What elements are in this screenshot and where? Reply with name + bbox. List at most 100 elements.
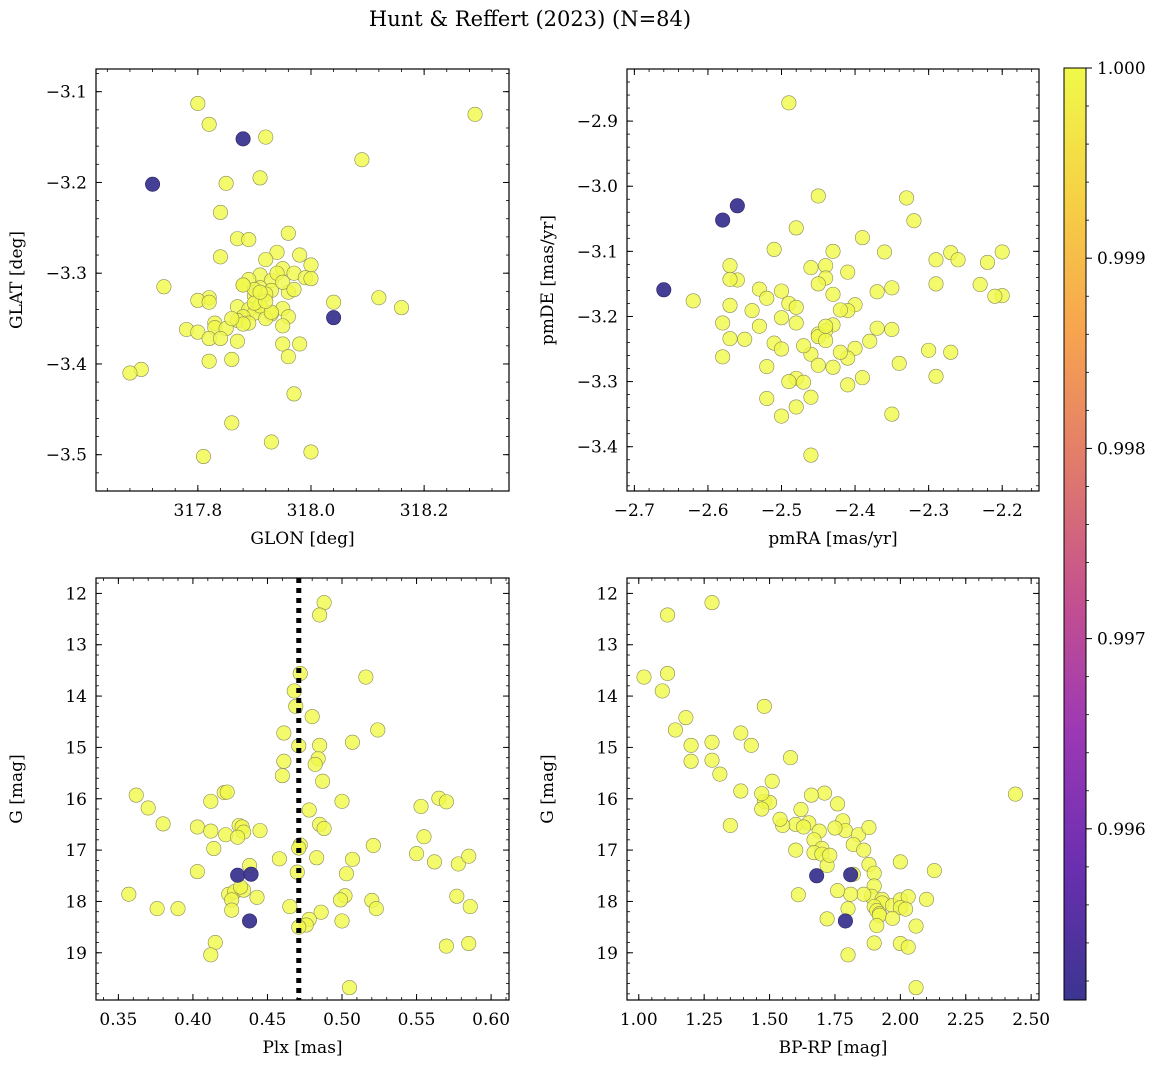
y-tick-label: 17 bbox=[596, 841, 618, 861]
y-axis-label: GLAT [deg] bbox=[7, 231, 27, 329]
data-point-member bbox=[803, 447, 819, 463]
data-point-member bbox=[840, 947, 856, 963]
data-point-member bbox=[286, 282, 302, 298]
data-point-member bbox=[122, 365, 138, 381]
x-tick-label: 1.50 bbox=[751, 1010, 789, 1030]
figure-title: Hunt & Reffert (2023) (N=84) bbox=[369, 7, 691, 31]
data-point-member bbox=[313, 904, 329, 920]
data-point-member bbox=[280, 349, 296, 365]
data-point-member bbox=[790, 887, 806, 903]
x-tick-label: 0.40 bbox=[174, 1010, 212, 1030]
data-point-member bbox=[212, 331, 228, 347]
data-point-member bbox=[987, 288, 1003, 304]
data-point-member bbox=[636, 669, 652, 685]
y-tick-label: 18 bbox=[65, 892, 87, 912]
data-point-member bbox=[781, 374, 797, 390]
data-point-member bbox=[258, 129, 274, 145]
data-point-member bbox=[218, 175, 234, 191]
colorbar-tick-label: 0.997 bbox=[1097, 630, 1146, 650]
data-point-low bbox=[809, 868, 825, 884]
data-point-member bbox=[856, 842, 872, 858]
data-point-member bbox=[876, 244, 892, 260]
data-point-member bbox=[722, 331, 738, 347]
plot-area bbox=[121, 595, 478, 996]
data-point-member bbox=[840, 901, 856, 917]
data-point-member bbox=[764, 773, 780, 789]
data-point-member bbox=[759, 290, 775, 306]
data-point-member bbox=[224, 311, 240, 327]
data-point-member bbox=[140, 800, 156, 816]
data-point-member bbox=[189, 819, 205, 835]
data-point-member bbox=[840, 377, 856, 393]
data-point-member bbox=[235, 277, 251, 293]
data-point-member bbox=[772, 811, 788, 827]
data-point-member bbox=[282, 899, 298, 915]
panel-parallax-magnitude: 0.35 0.40 0.45 0.50 0.55 0.60 12 13 14 15 16 17 18 19… bbox=[7, 577, 510, 1058]
data-point-member bbox=[796, 374, 812, 390]
plot-area bbox=[636, 595, 1023, 996]
data-point-member bbox=[900, 939, 916, 955]
data-point-low bbox=[729, 198, 745, 214]
x-tick-label: 0.50 bbox=[323, 1010, 361, 1030]
panel-proper-motion: −2.7 −2.6 −2.5 −2.4 −2.3 −2.2 −2.9 −3.0 −3.1 −3.2… bbox=[538, 68, 1040, 549]
data-point-member bbox=[1007, 786, 1023, 802]
data-point-member bbox=[271, 851, 287, 867]
data-point-member bbox=[190, 324, 206, 340]
y-tick-label: 14 bbox=[65, 687, 87, 707]
data-point-member bbox=[121, 886, 137, 902]
data-point-member bbox=[921, 342, 937, 358]
data-point-member bbox=[344, 734, 360, 750]
data-point-member bbox=[908, 918, 924, 934]
x-tick-label: −2.2 bbox=[982, 501, 1023, 521]
data-point-member bbox=[832, 302, 848, 318]
x-tick-label: 318.2 bbox=[400, 501, 449, 521]
data-point-member bbox=[230, 829, 246, 845]
data-point-member bbox=[854, 230, 870, 246]
x-tick-label: 0.35 bbox=[99, 1010, 137, 1030]
data-point-member bbox=[803, 260, 819, 276]
y-tick-label: −3.3 bbox=[577, 373, 618, 393]
data-point-member bbox=[303, 257, 319, 273]
data-point-member bbox=[759, 359, 775, 375]
data-point-member bbox=[354, 152, 370, 168]
data-point-member bbox=[413, 798, 429, 814]
data-point-member bbox=[224, 902, 240, 918]
data-point-member bbox=[461, 936, 477, 952]
axes-frame bbox=[95, 68, 510, 492]
data-point-member bbox=[201, 116, 217, 132]
data-point-low bbox=[326, 310, 342, 326]
x-tick-label: −2.5 bbox=[761, 501, 802, 521]
y-tick-label: 12 bbox=[65, 584, 87, 604]
data-point-member bbox=[722, 297, 738, 313]
data-point-member bbox=[919, 891, 935, 907]
y-tick-label: −3.3 bbox=[46, 264, 87, 284]
data-point-member bbox=[803, 389, 819, 405]
data-point-member bbox=[869, 918, 885, 934]
colorbar-tick-label: 0.998 bbox=[1097, 439, 1146, 459]
data-point-member bbox=[737, 331, 753, 347]
data-point-member bbox=[286, 386, 302, 402]
data-point-member bbox=[832, 344, 848, 360]
data-point-member bbox=[788, 220, 804, 236]
data-point-member bbox=[788, 399, 804, 415]
data-point-member bbox=[862, 333, 878, 349]
data-point-member bbox=[338, 866, 354, 882]
panel-color-magnitude: 1.00 1.25 1.50 1.75 2.00 2.25 2.50 12 13 14 15 16 17… bbox=[538, 577, 1050, 1058]
x-tick-label: 1.00 bbox=[620, 1010, 658, 1030]
y-tick-label: −3.2 bbox=[577, 307, 618, 327]
data-point-member bbox=[840, 264, 856, 280]
data-point-member bbox=[751, 318, 767, 334]
data-point-member bbox=[263, 434, 279, 450]
data-point-member bbox=[304, 709, 320, 725]
data-point-member bbox=[818, 318, 834, 334]
y-tick-label: −3.1 bbox=[46, 83, 87, 103]
x-tick-label: −2.7 bbox=[614, 501, 655, 521]
y-tick-label: 15 bbox=[596, 738, 618, 758]
data-point-member bbox=[754, 801, 770, 817]
axes-frame bbox=[626, 577, 1040, 1001]
data-point-member bbox=[782, 750, 798, 766]
data-point-member bbox=[312, 737, 328, 753]
data-point-member bbox=[715, 315, 731, 331]
data-point-member bbox=[928, 252, 944, 268]
data-point-member bbox=[394, 300, 410, 316]
